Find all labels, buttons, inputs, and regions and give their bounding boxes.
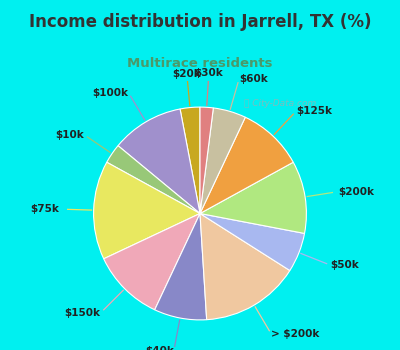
Text: $75k: $75k — [31, 204, 60, 214]
Text: $40k: $40k — [145, 346, 174, 350]
Text: $150k: $150k — [65, 308, 101, 318]
Text: $200k: $200k — [339, 187, 375, 197]
Text: > $200k: > $200k — [272, 329, 320, 340]
Wedge shape — [107, 146, 200, 214]
Wedge shape — [180, 107, 200, 214]
Wedge shape — [155, 214, 207, 320]
Text: $10k: $10k — [55, 130, 84, 140]
Text: $60k: $60k — [239, 74, 268, 84]
Wedge shape — [200, 214, 304, 271]
Wedge shape — [104, 214, 200, 310]
Wedge shape — [200, 108, 245, 214]
Text: $100k: $100k — [92, 88, 128, 98]
Text: $125k: $125k — [296, 106, 332, 116]
Wedge shape — [200, 117, 293, 214]
Text: $30k: $30k — [194, 68, 223, 78]
Wedge shape — [94, 162, 200, 259]
Text: Multirace residents: Multirace residents — [127, 57, 273, 70]
Text: $50k: $50k — [330, 260, 359, 270]
Wedge shape — [200, 162, 306, 233]
Wedge shape — [118, 109, 200, 214]
Text: $20k: $20k — [172, 69, 201, 79]
Wedge shape — [200, 214, 290, 320]
Wedge shape — [200, 107, 213, 214]
Text: Ⓜ City-Data.com: Ⓜ City-Data.com — [244, 99, 316, 108]
Text: Income distribution in Jarrell, TX (%): Income distribution in Jarrell, TX (%) — [29, 13, 371, 30]
